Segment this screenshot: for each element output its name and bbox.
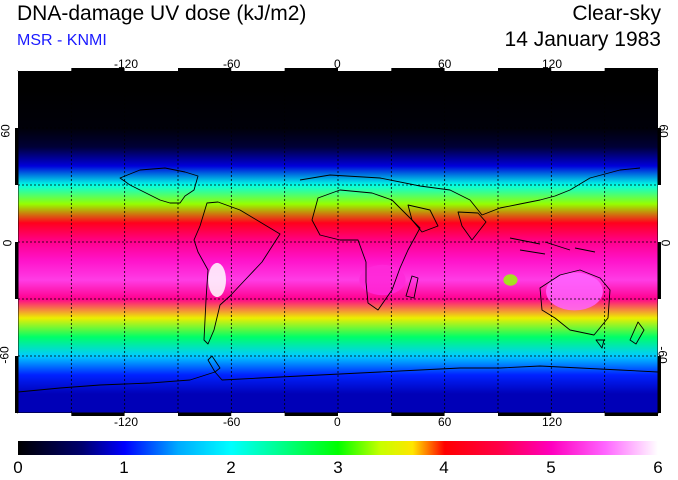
frame-bar <box>551 413 605 416</box>
lon-tick-bottom: -120 <box>114 415 139 429</box>
coastline-north-america <box>119 167 199 204</box>
frame-bar <box>658 185 661 242</box>
frame-bar <box>658 71 661 128</box>
uv-hotspot <box>359 264 406 296</box>
lon-tick-top: -60 <box>223 57 241 71</box>
lat-tick-left: 0 <box>0 239 15 247</box>
frame-bar <box>15 242 18 299</box>
frame-bar <box>124 68 178 71</box>
frame-bar <box>15 128 18 185</box>
frame-bar <box>338 68 392 71</box>
frame-bar <box>15 356 18 413</box>
frame-bar <box>604 413 658 416</box>
frame-bar <box>604 68 658 71</box>
frame-bar <box>658 356 661 413</box>
frame-bar <box>18 413 72 416</box>
coastline-south-america <box>193 201 281 345</box>
coastline-australia <box>539 269 611 336</box>
frame-bar <box>178 68 232 71</box>
lon-tick-top: 60 <box>438 57 452 71</box>
sky-condition-label: Clear-sky <box>572 2 661 25</box>
frame-bar <box>178 413 232 416</box>
frame-bar <box>391 413 445 416</box>
coastline-africa <box>311 189 421 311</box>
colorbar-label: 4 <box>439 458 449 477</box>
coastline-new-zealand <box>629 321 645 345</box>
frame-bar <box>15 185 18 242</box>
frame-bar <box>284 413 338 416</box>
frame-bar <box>18 68 72 71</box>
frame-bar <box>551 68 605 71</box>
lon-tick-top: 0 <box>334 57 341 71</box>
frame-bar <box>124 413 178 416</box>
lon-tick-bottom: -60 <box>223 415 241 429</box>
colorbar-label: 2 <box>226 458 236 477</box>
coastline-antarctica <box>18 365 658 393</box>
coastline-arabia <box>407 204 439 233</box>
frame-bar <box>71 68 125 71</box>
frame-bar <box>231 68 285 71</box>
frame-bar <box>15 71 18 128</box>
map-plot-area <box>18 71 658 413</box>
lat-tick-left: -60 <box>0 346 12 364</box>
uv-hotspot <box>208 262 226 298</box>
frame-bar <box>338 413 392 416</box>
lon-tick-bottom: 60 <box>438 415 452 429</box>
frame-bar <box>498 68 552 71</box>
coastline-eurasia <box>299 167 641 216</box>
colorbar-label: 3 <box>333 458 343 477</box>
date-label: 14 January 1983 <box>504 28 661 51</box>
frame-bar <box>498 413 552 416</box>
lat-tick-right: 60 <box>656 124 671 138</box>
lon-tick-top: 120 <box>542 57 563 71</box>
frame-bar <box>15 299 18 356</box>
graticule <box>18 71 658 413</box>
uv-hotspots <box>208 262 603 311</box>
lat-tick-right: -60 <box>655 346 670 364</box>
frame-bar <box>658 242 661 299</box>
frame-tick-bars <box>15 68 661 416</box>
map-title: DNA-damage UV dose (kJ/m2) <box>17 2 307 25</box>
uv-hotspot <box>546 272 603 311</box>
frame-bar <box>71 413 125 416</box>
frame-bar <box>444 413 498 416</box>
frame-bar <box>284 68 338 71</box>
uv-hotspot <box>503 274 518 286</box>
frame-bar <box>444 68 498 71</box>
coastline-tasmania <box>595 339 605 349</box>
colorbar-label: 1 <box>119 458 129 477</box>
colorbar-label: 5 <box>546 458 556 477</box>
colorbar-label: 6 <box>653 458 663 477</box>
lat-tick-right: 0 <box>658 239 673 247</box>
frame-bar <box>391 68 445 71</box>
colorbar-label: 0 <box>13 458 23 477</box>
lon-tick-bottom: 0 <box>334 415 341 429</box>
lat-tick-left: 60 <box>0 124 13 138</box>
lon-tick-bottom: 120 <box>542 415 563 429</box>
coastline-madagascar <box>405 275 419 299</box>
frame-bar <box>658 299 661 356</box>
source-label: MSR - KNMI <box>17 32 107 49</box>
coastline-indonesia <box>509 237 596 255</box>
colorbar <box>18 441 658 455</box>
frame-bar <box>658 128 661 185</box>
coastline-india <box>457 211 487 241</box>
lon-tick-top: -120 <box>114 57 139 71</box>
coastlines <box>18 167 658 393</box>
frame-bar <box>231 413 285 416</box>
